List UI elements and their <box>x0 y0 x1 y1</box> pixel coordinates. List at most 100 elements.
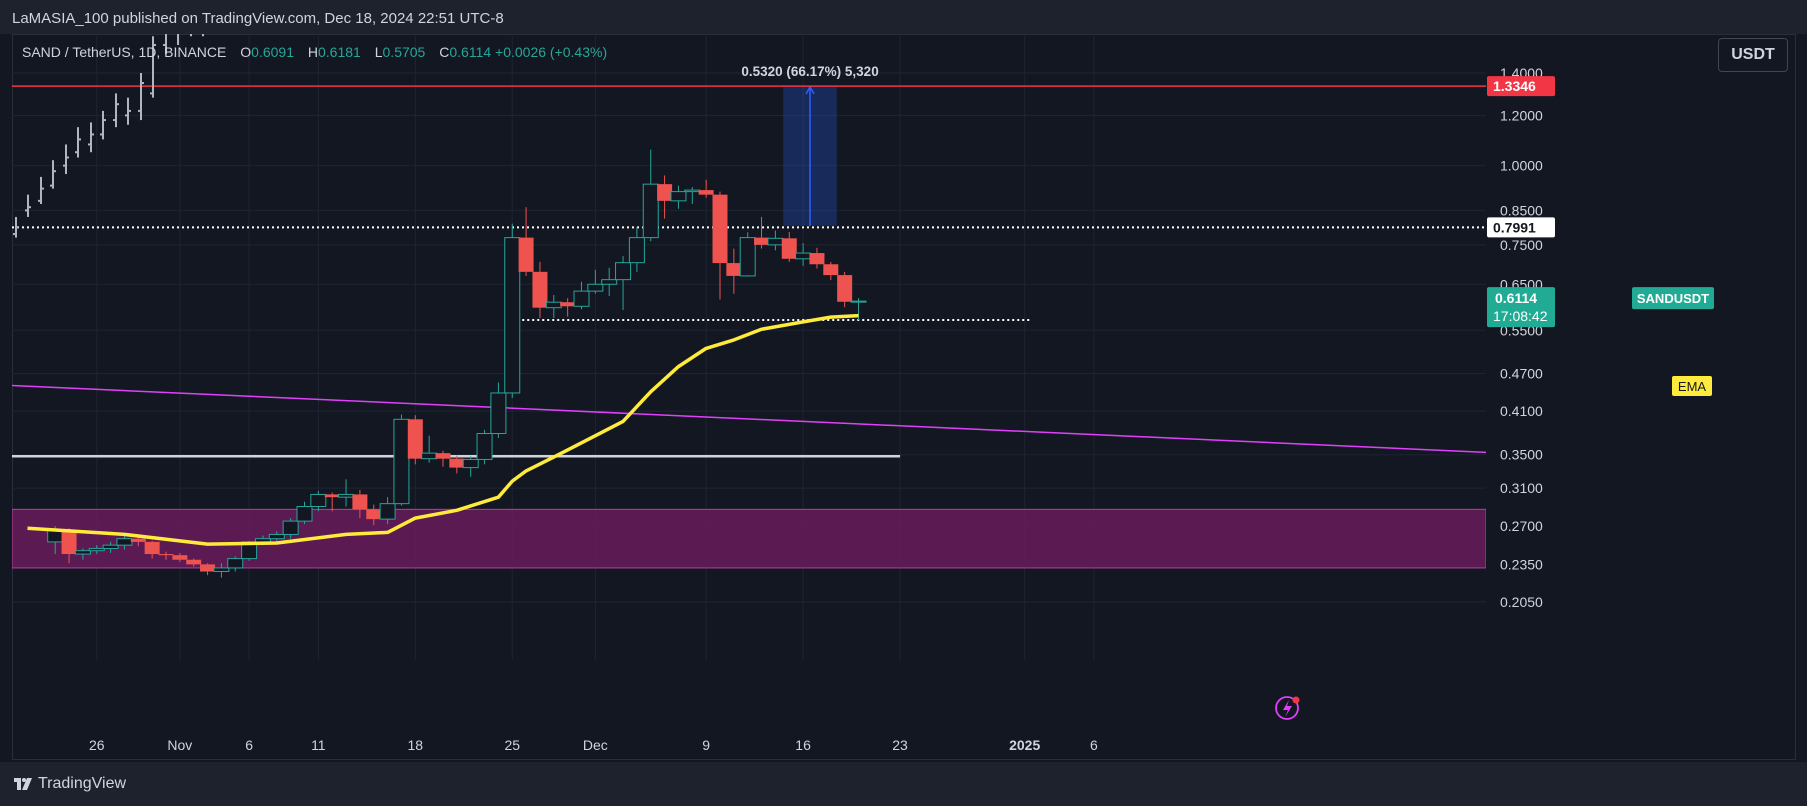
ema-tag-bg <box>1672 376 1712 396</box>
y-axis-tick-label: 0.4700 <box>1500 366 1543 382</box>
candle-body-down <box>809 253 825 265</box>
x-axis-tick-label: Nov <box>167 737 192 753</box>
x-axis-tick-label: 16 <box>795 737 811 753</box>
x-axis-tick-label: 25 <box>504 737 520 753</box>
candle-body-up <box>545 301 562 309</box>
symbol-tag: SANDUSDT <box>1637 291 1709 306</box>
ema-line <box>27 313 859 546</box>
x-axis-tick-label: 6 <box>245 737 253 753</box>
candle-body-down <box>366 509 382 520</box>
events-icon[interactable] <box>1275 696 1299 720</box>
legend-symbol: SAND / TetherUS, 1D, BINANCE <box>22 44 227 60</box>
x-axis-tick-label: 6 <box>1090 737 1098 753</box>
dotted-level-price-tag: 0.7991 <box>1493 219 1536 235</box>
candle-body-up <box>116 538 133 546</box>
legend-high-value: 0.6181 <box>318 44 361 60</box>
x-axis-tick-label: 26 <box>89 737 105 753</box>
candle-body-up <box>102 544 119 549</box>
publish-text: LaMASIA_100 published on TradingView.com… <box>12 10 504 27</box>
candle-body-up <box>739 237 756 277</box>
candle-body-down <box>352 494 368 510</box>
measure-arrow-head <box>805 85 815 95</box>
chart-pane[interactable] <box>12 34 1796 760</box>
candle-body-up <box>670 191 687 202</box>
candle-body-down <box>449 458 465 468</box>
candle-body-down <box>823 264 839 276</box>
y-axis-tick-label: 0.2350 <box>1500 556 1543 572</box>
candle-body-down <box>200 564 216 572</box>
y-axis-tick-label: 0.4100 <box>1500 403 1543 419</box>
footer-brand: TradingView <box>38 775 127 792</box>
tradingview-logo[interactable]: TradingView <box>14 775 126 793</box>
symbol-tag-bg <box>1632 287 1714 310</box>
dotted-level-price-tag-bg <box>1487 217 1555 238</box>
y-axis-tick-label: 0.2700 <box>1500 518 1543 534</box>
candle-body-up <box>379 503 396 520</box>
y-axis-tick-label: 0.8500 <box>1500 202 1543 218</box>
lightning-icon[interactable] <box>1283 700 1292 717</box>
currency-button[interactable]: USDT <box>1718 38 1788 72</box>
candle-body-up <box>282 520 299 535</box>
ema-tag: EMA <box>1678 379 1707 394</box>
legend-low-label: L <box>374 44 383 60</box>
legend-change: +0.0026 (+0.43%) <box>495 44 608 60</box>
candle-body-up <box>850 300 867 303</box>
candle-body-up <box>338 493 355 498</box>
y-axis-tick-label: 0.2050 <box>1500 594 1543 610</box>
x-axis-tick-label: 23 <box>892 737 908 753</box>
symbol-legend: SAND / TetherUS, 1D, BINANCE O0.6091 H0.… <box>22 44 607 60</box>
candle-body-down <box>435 453 451 459</box>
candle-body-down <box>518 237 534 272</box>
candle-body-down <box>186 559 202 565</box>
current-price-tag-bg <box>1487 287 1555 328</box>
legend-close-value: 0.6114 <box>449 44 492 60</box>
x-axis-tick-label: Dec <box>583 737 608 753</box>
candle-body-down <box>754 237 770 245</box>
candle-body-down <box>698 190 714 195</box>
tradingview-logo-icon <box>14 778 32 790</box>
legend-low-value: 0.5705 <box>382 44 426 60</box>
candle-body-up <box>601 279 618 285</box>
candle-body-down <box>130 538 146 542</box>
measure-label: 0.5320 (66.17%) 5,320 <box>741 64 878 79</box>
candle-body-down <box>407 419 423 459</box>
candle-body-down <box>560 302 576 307</box>
candle-body-up <box>213 567 230 573</box>
candle-body-up <box>642 183 659 239</box>
y-axis-tick-label: 0.3500 <box>1500 447 1543 463</box>
resistance-price-tag: 1.3346 <box>1493 78 1536 94</box>
candle-body-up <box>227 558 244 569</box>
plot-area[interactable] <box>12 0 1486 578</box>
x-axis-tick-label: 18 <box>408 737 424 753</box>
y-axis-tick-label: 0.7500 <box>1500 237 1543 253</box>
candle-body-up <box>421 452 438 460</box>
publish-header: LaMASIA_100 published on TradingView.com… <box>0 0 1807 34</box>
candle-body-down <box>158 554 174 556</box>
candle-body-down <box>172 555 188 560</box>
candle-body-up <box>615 262 632 281</box>
candle-body-up <box>490 392 507 435</box>
x-axis-tick-label: 2025 <box>1009 737 1040 753</box>
candle-body-up <box>795 252 812 260</box>
candle-body-down <box>837 275 853 302</box>
trendline <box>12 384 1486 454</box>
candle-body-up <box>573 290 590 307</box>
candle-body-up <box>476 433 493 460</box>
legend-high-label: H <box>307 44 318 60</box>
candle-body-up <box>462 458 479 469</box>
candle-body-down <box>532 271 548 308</box>
notification-dot-icon <box>1292 696 1300 704</box>
current-price-value: 0.6114 <box>1495 290 1537 306</box>
candle-body-up <box>628 237 645 264</box>
legend-open-label: O <box>240 44 252 60</box>
candle-body-down <box>324 494 340 498</box>
legend-open-value: 0.6091 <box>251 44 294 60</box>
candle-body-up <box>268 533 285 540</box>
candle-body-up <box>504 237 521 394</box>
candle-body-down <box>144 541 160 555</box>
candle-body-down <box>61 530 77 555</box>
legend-close-label: C <box>439 44 450 60</box>
resistance-price-tag-bg <box>1487 76 1555 97</box>
footer-bar: TradingView <box>0 762 1807 806</box>
